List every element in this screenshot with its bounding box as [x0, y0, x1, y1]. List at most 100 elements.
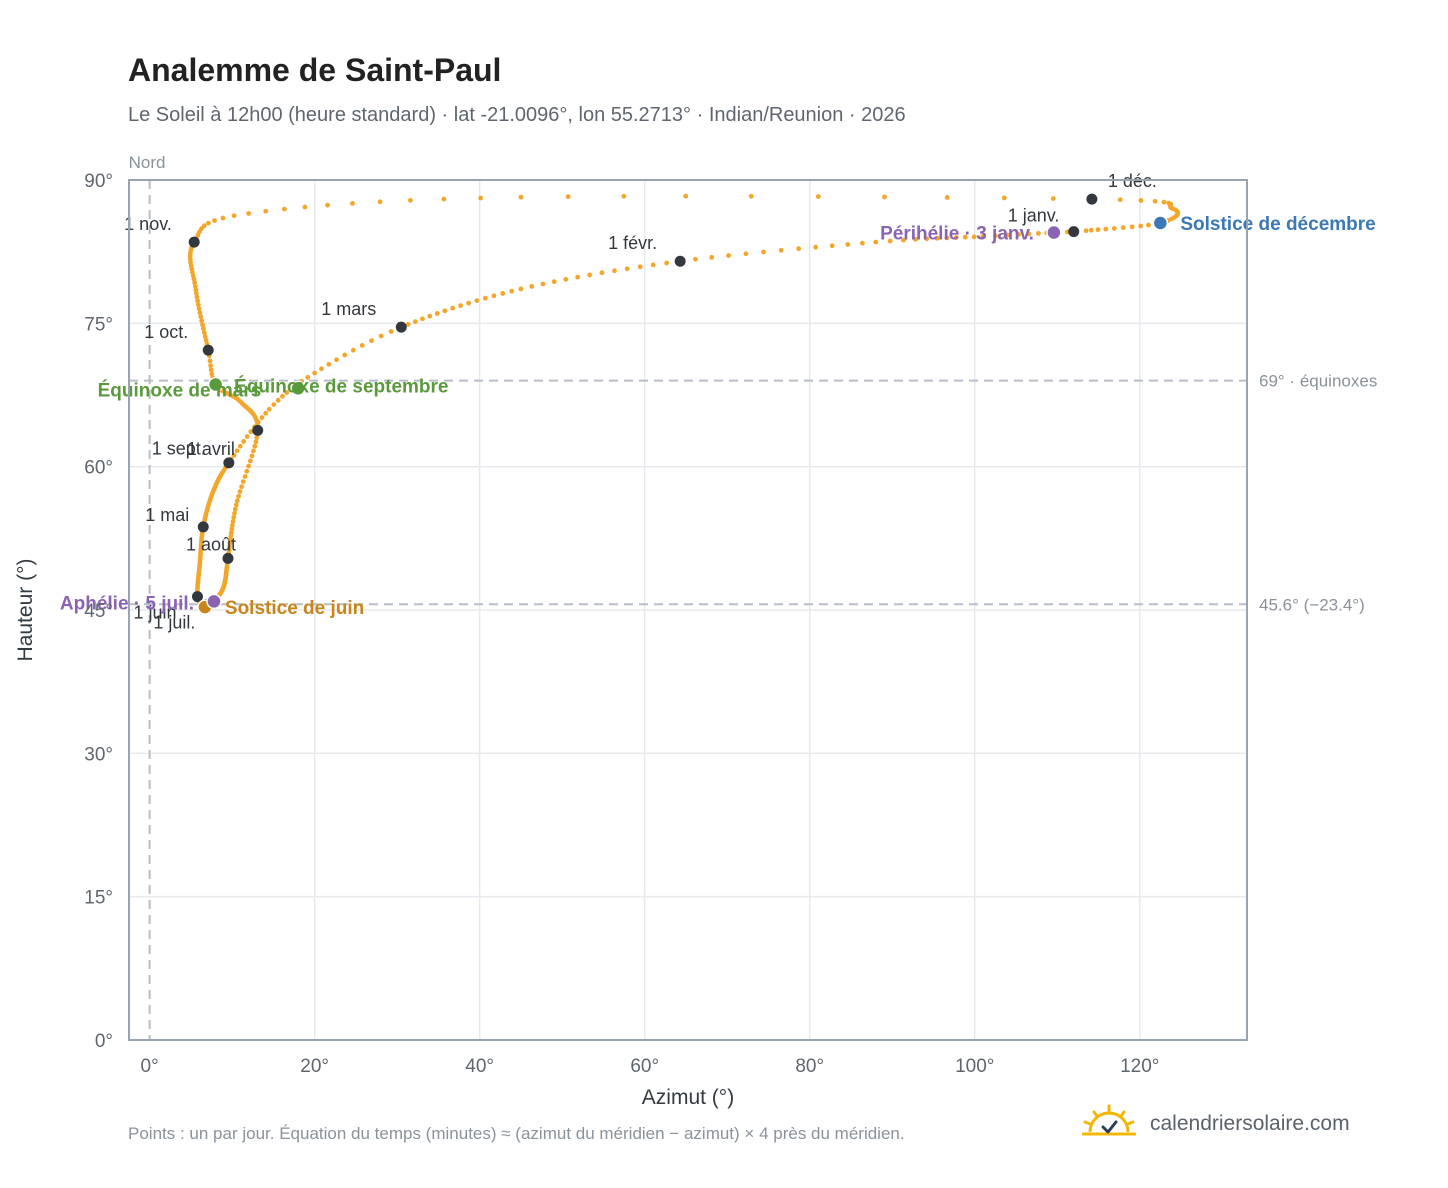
x-tick-label: 120°	[1120, 1056, 1159, 1077]
daily-sun-point	[575, 274, 581, 280]
event-label: Périhélie · 3 janv.	[880, 224, 1034, 245]
daily-sun-point	[1152, 198, 1158, 204]
x-tick-label: 100°	[955, 1056, 994, 1077]
daily-sun-point	[232, 510, 237, 516]
daily-sun-point	[241, 439, 247, 444]
daily-sun-point	[1138, 198, 1144, 203]
daily-sun-point	[683, 193, 689, 199]
daily-sun-point	[650, 262, 656, 268]
month-label: 1 févr.	[608, 233, 657, 253]
daily-sun-point	[420, 316, 425, 322]
y-tick-label: 60°	[84, 458, 113, 479]
daily-sun-point	[193, 287, 199, 293]
month-label: 1 sept.	[152, 438, 206, 458]
daily-sun-point	[236, 493, 241, 499]
daily-sun-point	[192, 283, 198, 289]
daily-sun-point	[247, 458, 253, 464]
daily-sun-point	[693, 256, 698, 262]
footnote: Points : un par jour. Équation du temps …	[128, 1124, 905, 1143]
daily-sun-point	[229, 526, 235, 532]
daily-sun-point	[312, 370, 318, 376]
event-marker-equinox	[207, 376, 224, 393]
brand-name: calendriersolaire.com	[1150, 1112, 1350, 1135]
month-marker	[1068, 226, 1080, 238]
daily-sun-point	[203, 337, 209, 343]
x-tick-label: 40°	[465, 1056, 494, 1077]
daily-sun-point	[201, 326, 206, 332]
month-label: 1 déc.	[1108, 171, 1157, 191]
event-marker-apsis	[206, 593, 222, 610]
y-tick-label: 90°	[84, 171, 113, 192]
daily-sun-point	[599, 270, 605, 276]
y-axis-title: Hauteur (°)	[14, 559, 37, 662]
daily-sun-point	[231, 514, 237, 520]
chart-title: Analemme de Saint-Paul	[128, 52, 502, 88]
plot-frame	[128, 179, 1248, 1041]
daily-sun-point	[359, 343, 365, 348]
daily-sun-point	[748, 193, 754, 199]
daily-sun-point	[199, 318, 205, 324]
daily-sun-point	[624, 266, 630, 272]
axes: 0° 20° 40° 60° 80° 100° 120° 0° 15° 30° 45° 60° 75° 9…	[14, 171, 1248, 1109]
daily-sun-point	[253, 439, 259, 445]
daily-sun-point	[1161, 199, 1167, 205]
daily-sun-point	[482, 295, 488, 301]
daily-sun-point	[263, 208, 269, 214]
daily-sun-point	[275, 397, 281, 403]
daily-sun-point	[201, 223, 207, 229]
chart-subtitle: Le Soleil à 12h00 (heure standard) · lat…	[128, 104, 906, 126]
y-tick-label: 45°	[84, 601, 113, 622]
daily-sun-point	[237, 489, 243, 494]
brand[interactable]: calendriersolaire.com	[1082, 1104, 1350, 1144]
month-label: 1 juin	[133, 603, 176, 623]
daily-sun-point	[796, 246, 802, 252]
month-marker	[395, 321, 407, 333]
daily-sun-point	[378, 333, 384, 339]
daily-sun-point	[201, 330, 207, 336]
daily-sun-point	[388, 329, 394, 334]
event-marker-equinox	[290, 380, 306, 397]
daily-sun-point	[251, 448, 256, 454]
daily-sun-point	[369, 338, 374, 344]
daily-sun-point	[934, 235, 940, 241]
daily-sun-point	[637, 264, 643, 270]
daily-sun-point	[474, 298, 480, 304]
daily-sun-point	[284, 390, 290, 395]
daily-sun-point	[1095, 227, 1101, 233]
daily-sun-point	[924, 236, 930, 242]
month-label: 1 avril	[187, 439, 235, 459]
daily-sun-point	[1120, 225, 1126, 231]
daily-sun-point	[815, 194, 821, 199]
daily-sun-point	[334, 357, 339, 363]
month-marker	[222, 552, 234, 564]
event-label: Équinoxe de mars	[98, 379, 262, 401]
daily-sun-point	[242, 474, 248, 479]
event-label: Solstice de juin	[225, 598, 364, 619]
month-label: 1 nov.	[124, 214, 172, 234]
daily-sun-point	[913, 236, 918, 242]
month-label: 1 mars	[321, 299, 376, 319]
daily-sun-point	[1083, 228, 1089, 234]
daily-sun-point	[953, 235, 959, 240]
daily-sun-point	[281, 206, 287, 212]
daily-sun-point	[761, 249, 766, 255]
daily-sun-point	[944, 235, 950, 241]
north-label: Nord	[129, 153, 166, 172]
daily-sun-point	[252, 443, 258, 449]
month-marker	[252, 424, 264, 436]
month-label: 1 mai	[145, 505, 189, 525]
daily-sun-point	[529, 284, 535, 289]
daily-sun-point	[778, 247, 784, 253]
daily-sun-point	[450, 305, 456, 311]
daily-sun-point	[319, 366, 324, 372]
daily-sun-point	[1146, 222, 1151, 228]
reference-lines: Nord 69° · équinoxes 45.6° (−23.4°)	[129, 153, 1377, 1040]
daily-sun-point	[271, 402, 277, 407]
event-label: Aphélie · 5 juil.	[60, 593, 194, 614]
daily-sun-point	[280, 393, 285, 399]
event-marker-apsis	[1046, 224, 1062, 241]
daily-sun-point	[342, 352, 348, 358]
daily-sun-point	[1001, 195, 1007, 201]
daily-sun-point	[1026, 231, 1032, 237]
daily-sun-point	[228, 530, 234, 536]
